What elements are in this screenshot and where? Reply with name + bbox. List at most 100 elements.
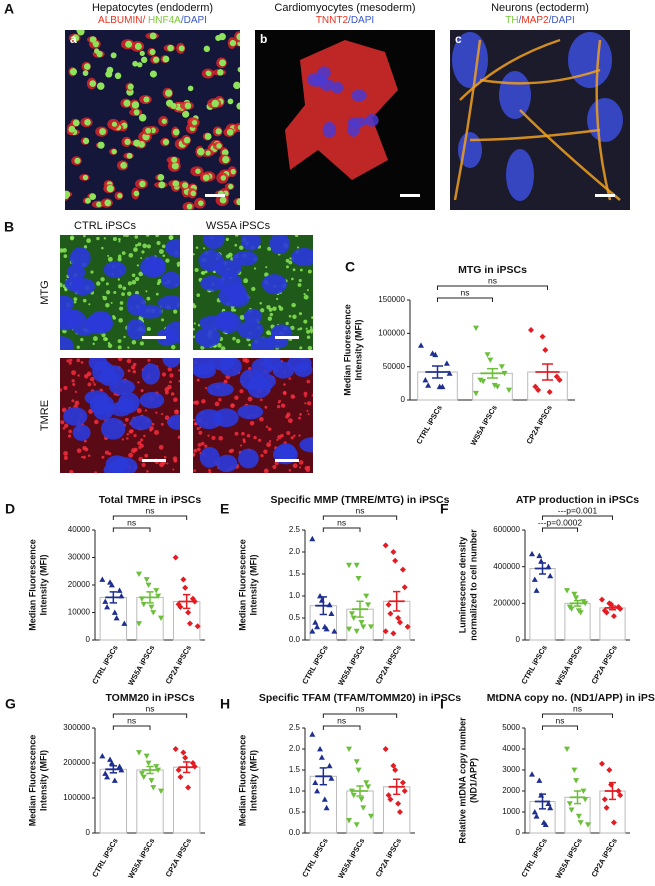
nucleus-hnf4a	[204, 133, 212, 140]
data-point	[545, 800, 552, 806]
mito-signal	[118, 358, 123, 362]
x-tick-label: CTRL iPSCs	[90, 643, 120, 685]
y-tick-label: 0	[516, 828, 521, 837]
nucleus-dapi	[60, 295, 74, 312]
data-point	[172, 746, 179, 752]
panel-letter: F	[440, 501, 449, 517]
mito-signal	[142, 243, 148, 249]
mito-signal	[303, 294, 309, 300]
data-point	[603, 804, 610, 811]
micrograph-content	[65, 30, 240, 210]
mito-signal	[130, 365, 136, 370]
mito-signal	[62, 248, 67, 253]
data-point	[323, 804, 330, 811]
nucleus-hnf4a	[97, 141, 105, 149]
mito-signal	[134, 276, 140, 282]
mito-signal	[101, 246, 104, 250]
mito-signal	[259, 302, 262, 305]
mito-signal	[89, 377, 95, 382]
mito-signal	[84, 447, 89, 452]
y-tick-label: 1.5	[289, 765, 301, 774]
data-point	[145, 760, 152, 766]
mito-signal	[131, 280, 137, 285]
mito-signal	[243, 278, 249, 284]
mito-signal	[164, 390, 169, 395]
nucleus-dapi	[262, 358, 282, 371]
y-axis-label: Luminescence density	[457, 537, 467, 634]
y-tick-label: 30000	[68, 553, 91, 562]
mito-signal	[107, 343, 113, 349]
nucleus-hnf4a	[131, 101, 140, 109]
mito-signal	[310, 331, 313, 334]
nucleus-hnf4a	[202, 174, 210, 182]
nucleus-hnf4a	[105, 70, 113, 78]
x-tick-label: CTRL iPSCs	[90, 836, 120, 878]
y-axis-label: Intensity (MFI)	[248, 555, 258, 616]
data-point	[309, 535, 316, 542]
mito-signal	[290, 436, 294, 440]
nucleus-dapi	[139, 392, 165, 409]
stain-name: /DAPI	[549, 15, 575, 26]
mito-signal	[167, 384, 172, 390]
data-point	[355, 767, 362, 773]
mito-signal	[127, 281, 132, 286]
nucleus-dapi	[506, 149, 534, 201]
nucleus-hnf4a	[126, 152, 133, 159]
mito-signal	[282, 390, 287, 395]
nucleus-hnf4a	[104, 199, 112, 207]
mito-signal	[177, 435, 180, 439]
mito-signal	[196, 447, 201, 452]
data-point	[328, 775, 335, 781]
data-point	[350, 615, 357, 621]
data-point	[487, 357, 494, 363]
mito-signal	[249, 421, 255, 426]
data-point	[606, 767, 613, 773]
data-point	[353, 628, 360, 635]
mito-signal	[193, 335, 196, 339]
stain-name: MAP2	[521, 15, 549, 26]
panel-letter: G	[5, 696, 16, 712]
mito-signal	[170, 344, 176, 350]
nucleus-dapi	[587, 98, 623, 142]
nucleus-dapi	[165, 238, 180, 258]
nucleus-hnf4a	[172, 128, 180, 136]
data-point	[182, 754, 189, 761]
data-point	[99, 576, 106, 582]
mito-signal	[204, 270, 208, 274]
data-point	[564, 746, 570, 752]
nucleus-hnf4a	[89, 80, 96, 87]
mito-signal	[204, 387, 207, 390]
mito-signal	[145, 290, 148, 293]
significance-bracket	[542, 725, 578, 730]
mito-signal	[140, 438, 144, 442]
mito-signal	[304, 395, 307, 398]
mito-signal	[239, 314, 245, 320]
chart-title: ATP production in iPSCs	[516, 494, 639, 506]
mito-signal	[298, 312, 303, 316]
nucleus-hnf4a	[124, 138, 131, 145]
image-title: Hepatocytes (endoderm)	[92, 2, 213, 14]
mito-signal	[82, 455, 86, 459]
nucleus-dapi	[126, 318, 146, 340]
micrograph-content	[60, 235, 180, 350]
mito-signal	[80, 337, 84, 342]
mito-signal	[94, 471, 97, 473]
mito-signal	[138, 271, 144, 277]
mito-signal	[69, 469, 74, 473]
nucleus-dapi	[291, 247, 313, 267]
mito-signal	[139, 341, 144, 346]
mito-signal	[193, 469, 196, 472]
mito-signal	[134, 235, 139, 239]
data-point	[575, 813, 582, 820]
nucleus-hnf4a	[83, 63, 91, 70]
mito-signal	[299, 466, 302, 469]
nucleus-hnf4a	[205, 150, 211, 156]
mito-signal	[135, 244, 138, 247]
micrograph	[255, 30, 435, 210]
nucleus-hnf4a	[205, 70, 211, 76]
significance-label: ns	[356, 505, 365, 515]
data-point	[153, 588, 160, 594]
mito-signal	[239, 444, 243, 447]
mito-signal	[158, 249, 164, 254]
bar	[346, 790, 374, 834]
